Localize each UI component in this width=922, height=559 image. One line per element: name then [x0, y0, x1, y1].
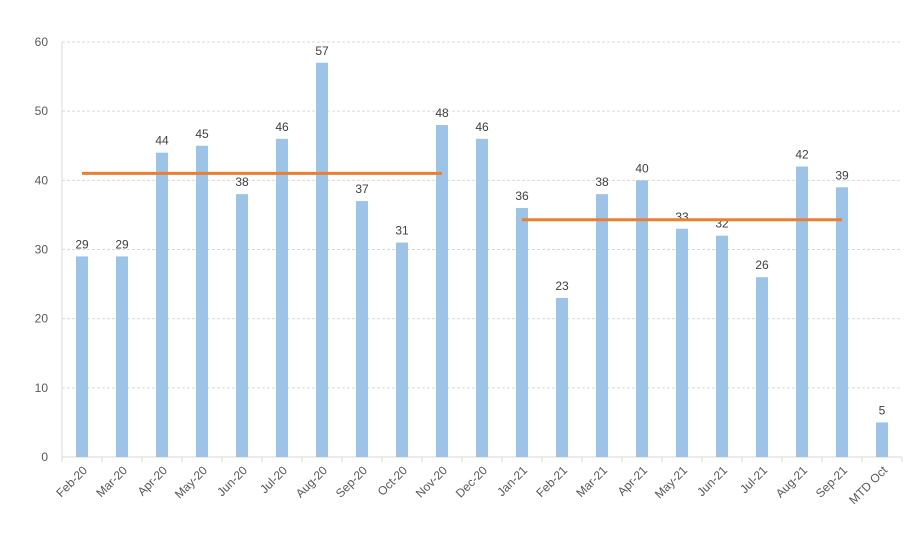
bar	[436, 125, 448, 457]
data-label: 40	[635, 161, 649, 175]
x-tick-label: Sep-21	[813, 463, 850, 500]
y-tick-label: 50	[35, 104, 49, 118]
data-label: 38	[235, 175, 249, 189]
data-label: 45	[195, 127, 209, 141]
x-tick-label: Dec-20	[453, 463, 490, 500]
x-tick-label: Jun-21	[694, 463, 730, 499]
x-tick-label: Feb-20	[53, 463, 90, 500]
data-label: 33	[675, 210, 689, 224]
data-label: 57	[315, 44, 329, 58]
x-tick-label: Jul-21	[737, 463, 770, 496]
y-tick-label: 20	[35, 312, 49, 326]
x-tick-label: Nov-20	[413, 463, 450, 500]
bar	[756, 277, 768, 457]
bar	[836, 187, 848, 457]
data-label: 46	[275, 120, 289, 134]
bar	[676, 228, 688, 457]
x-tick-label: May-21	[652, 463, 690, 501]
x-tick-label: Jan-21	[494, 463, 530, 499]
bar	[316, 62, 328, 457]
x-tick-label: Mar-21	[573, 463, 610, 500]
bar	[716, 235, 728, 457]
data-label: 36	[515, 189, 529, 203]
data-label: 39	[835, 168, 849, 182]
bar	[556, 297, 568, 457]
y-tick-label: 40	[35, 173, 49, 187]
bar	[636, 180, 648, 458]
x-tick-label: Sep-20	[333, 463, 370, 500]
bar	[236, 194, 248, 457]
x-tick-label: Feb-21	[533, 463, 570, 500]
data-label: 37	[355, 182, 369, 196]
y-tick-label: 60	[35, 35, 49, 49]
bar	[876, 422, 888, 457]
bar	[596, 194, 608, 457]
x-tick-label: MTD Oct	[846, 463, 890, 507]
x-tick-label: Apr-20	[135, 463, 171, 499]
data-label: 42	[795, 148, 809, 162]
bar	[76, 256, 88, 457]
x-tick-label: Aug-20	[293, 463, 330, 500]
data-label: 38	[595, 175, 609, 189]
x-tick-label: Jul-20	[257, 463, 290, 496]
data-label: 23	[555, 279, 569, 293]
x-tick-label: May-20	[172, 463, 210, 501]
data-label: 5	[879, 403, 886, 417]
bar	[196, 145, 208, 457]
bar	[516, 208, 528, 457]
bar	[796, 166, 808, 457]
x-tick-label: Aug-21	[773, 463, 810, 500]
data-label: 48	[435, 106, 449, 120]
data-label: 29	[75, 237, 89, 251]
data-label: 44	[155, 134, 169, 148]
data-label: 46	[475, 120, 489, 134]
x-tick-label: Mar-20	[93, 463, 130, 500]
bar	[116, 256, 128, 457]
data-label: 31	[395, 224, 409, 238]
y-tick-label: 10	[35, 381, 49, 395]
bar	[356, 201, 368, 457]
data-label: 26	[755, 258, 769, 272]
x-tick-label: Oct-20	[375, 463, 411, 499]
bar	[156, 152, 168, 457]
bar	[396, 242, 408, 457]
x-tick-label: Apr-21	[615, 463, 651, 499]
data-label: 29	[115, 237, 129, 251]
bar	[276, 138, 288, 458]
y-tick-label: 30	[35, 243, 49, 257]
x-tick-label: Jun-20	[214, 463, 250, 499]
y-tick-label: 0	[41, 450, 48, 464]
bar	[476, 138, 488, 458]
